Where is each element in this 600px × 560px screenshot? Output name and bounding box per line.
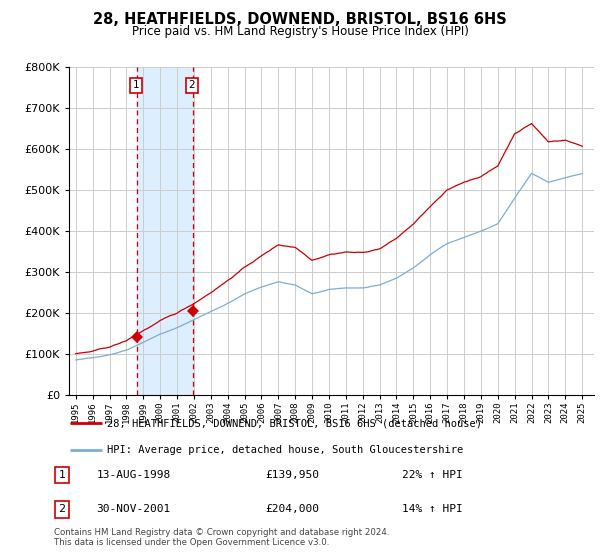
Text: 1: 1 — [133, 80, 139, 90]
Text: 2: 2 — [188, 80, 195, 90]
Text: £204,000: £204,000 — [265, 505, 319, 515]
Text: 2: 2 — [58, 505, 65, 515]
Text: 22% ↑ HPI: 22% ↑ HPI — [403, 470, 463, 480]
Text: 28, HEATHFIELDS, DOWNEND, BRISTOL, BS16 6HS (detached house): 28, HEATHFIELDS, DOWNEND, BRISTOL, BS16 … — [107, 418, 482, 428]
Bar — [137, 67, 193, 395]
Text: 13-AUG-1998: 13-AUG-1998 — [96, 470, 170, 480]
Text: 1: 1 — [58, 470, 65, 480]
Text: £139,950: £139,950 — [265, 470, 319, 480]
Text: 30-NOV-2001: 30-NOV-2001 — [96, 505, 170, 515]
Text: Price paid vs. HM Land Registry's House Price Index (HPI): Price paid vs. HM Land Registry's House … — [131, 25, 469, 38]
Text: 28, HEATHFIELDS, DOWNEND, BRISTOL, BS16 6HS: 28, HEATHFIELDS, DOWNEND, BRISTOL, BS16 … — [93, 12, 507, 27]
Text: This data is licensed under the Open Government Licence v3.0.: This data is licensed under the Open Gov… — [54, 538, 329, 547]
Text: HPI: Average price, detached house, South Gloucestershire: HPI: Average price, detached house, Sout… — [107, 445, 463, 455]
Text: 14% ↑ HPI: 14% ↑ HPI — [403, 505, 463, 515]
Text: Contains HM Land Registry data © Crown copyright and database right 2024.: Contains HM Land Registry data © Crown c… — [54, 528, 389, 536]
